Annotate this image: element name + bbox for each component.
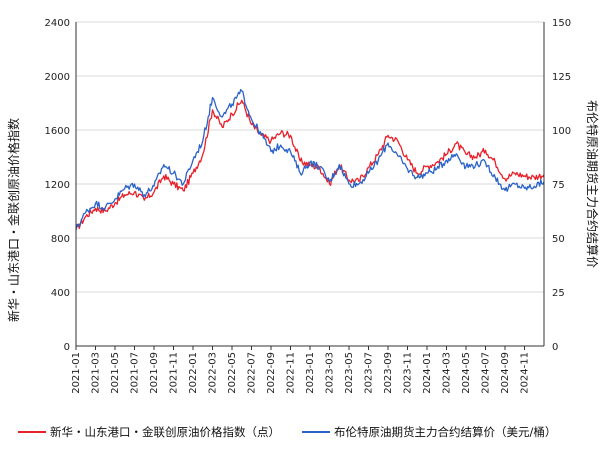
left-axis-ticks: 0 400 800 1200 1600 2000 2400 xyxy=(45,18,70,353)
right-tick-label: 125 xyxy=(552,72,571,83)
x-tick-label: 2023-09 xyxy=(383,352,394,394)
right-tick-label: 50 xyxy=(552,234,565,245)
right-tick-label: 150 xyxy=(552,18,571,29)
left-tick-label: 0 xyxy=(64,342,70,353)
x-tick-label: 2022-03 xyxy=(208,352,219,394)
left-tick-label: 800 xyxy=(51,234,70,245)
right-tick-label: 75 xyxy=(552,180,565,191)
x-tick-label: 2024-07 xyxy=(481,352,492,394)
right-tick-label: 100 xyxy=(552,126,571,137)
left-tick-label: 2400 xyxy=(45,18,70,29)
legend-label-series-2: 布伦特原油期货主力合约结算价（美元/桶） xyxy=(334,425,556,439)
x-tick-label: 2021-09 xyxy=(149,352,160,394)
right-axis-ticks: 0 25 50 75 100 125 150 xyxy=(552,18,571,353)
right-tick-label: 0 xyxy=(552,342,558,353)
x-tick-label: 2021-07 xyxy=(130,352,141,394)
series-lines xyxy=(75,88,545,231)
x-tick-label: 2023-01 xyxy=(305,352,316,394)
x-tick-label: 2021-11 xyxy=(169,352,180,394)
x-axis-ticks: 2021-01 2021-03 2021-05 2021-07 2021-09 2021-… xyxy=(71,346,531,394)
x-tick-label: 2022-01 xyxy=(188,352,199,394)
x-tick-label: 2024-01 xyxy=(422,352,433,394)
left-tick-label: 1600 xyxy=(45,126,70,137)
x-tick-label: 2022-09 xyxy=(266,352,277,394)
legend: 新华・山东港口・金联创原油价格指数（点） 布伦特原油期货主力合约结算价（美元/桶… xyxy=(18,425,556,439)
x-tick-label: 2022-05 xyxy=(227,352,238,394)
x-tick-label: 2023-11 xyxy=(403,352,414,394)
x-tick-label: 2021-05 xyxy=(110,352,121,394)
x-tick-label: 2022-07 xyxy=(247,352,258,394)
x-tick-label: 2022-11 xyxy=(286,352,297,394)
right-axis-title: 布伦特原油期货主力合约结算价 xyxy=(585,100,600,268)
left-tick-label: 1200 xyxy=(45,180,70,191)
x-tick-label: 2024-09 xyxy=(500,352,511,394)
series-line-2 xyxy=(75,88,545,230)
right-tick-label: 25 xyxy=(552,288,565,299)
left-tick-label: 400 xyxy=(51,288,70,299)
x-tick-label: 2021-03 xyxy=(91,352,102,394)
x-tick-label: 2023-05 xyxy=(344,352,355,394)
left-tick-label: 2000 xyxy=(45,72,70,83)
x-tick-label: 2024-03 xyxy=(442,352,453,394)
left-axis-title: 新华・山东港口・金联创原油价格指数 xyxy=(6,118,21,322)
legend-label-series-1: 新华・山东港口・金联创原油价格指数（点） xyxy=(50,425,280,439)
x-tick-label: 2024-11 xyxy=(520,352,531,394)
x-tick-label: 2021-01 xyxy=(71,352,82,394)
x-tick-label: 2023-07 xyxy=(364,352,375,394)
x-tick-label: 2024-05 xyxy=(461,352,472,394)
x-tick-label: 2023-03 xyxy=(325,352,336,394)
series-line-1 xyxy=(75,99,545,231)
